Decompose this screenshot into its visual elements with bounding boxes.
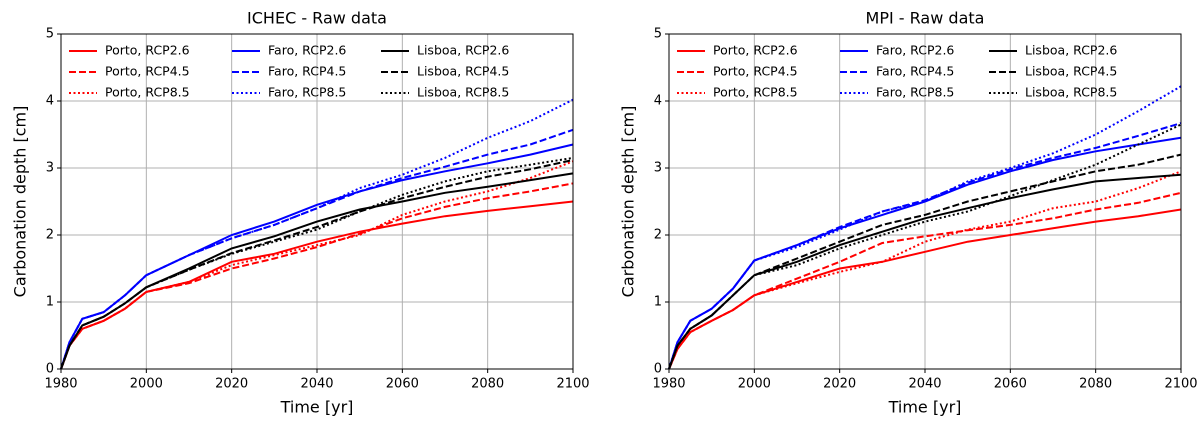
legend: Porto, RCP2.6 Porto, RCP4.5 Porto, RCP8.5 F… [69,43,509,100]
series-line [60,156,574,370]
legend-label: Faro, RCP4.5 [876,64,954,79]
legend-label: Porto, RCP8.5 [713,85,798,100]
series-line [60,160,574,370]
y-tick-label: 5 [46,27,54,42]
legend-label: Porto, RCP2.6 [713,43,798,58]
series-line [60,98,574,370]
x-axis-label: Time [yr] [280,398,354,417]
plot-frame [668,33,1182,370]
y-tick-label: 1 [654,295,662,310]
series-line [668,153,1182,370]
y-tick-label: 3 [654,161,662,176]
legend-label: Lisboa, RCP8.5 [1025,85,1117,100]
x-tick-label: 1980 [44,377,77,392]
y-tick-label: 0 [46,362,54,377]
y-tick-label: 3 [46,161,54,176]
x-tick-label: 2040 [908,377,941,392]
y-tick-label: 2 [654,228,662,243]
x-tick-label: 2040 [300,377,333,392]
chart: 0 1 2 3 4 5 1980 2000 2020 2040 2060 2080 2100 MPI - … [619,9,1198,417]
x-axis-label: Time [yr] [888,398,962,417]
x-tick-label: 2100 [556,377,589,392]
series-line [60,182,574,370]
series-line [668,123,1182,370]
legend-label: Lisboa, RCP2.6 [1025,43,1117,58]
chart-title: ICHEC - Raw data [247,9,387,28]
x-tick-label: 2060 [386,377,419,392]
y-tick-label: 2 [46,228,54,243]
x-tick-label: 1980 [652,377,685,392]
x-tick-label: 2060 [994,377,1027,392]
y-tick-label: 1 [46,295,54,310]
y-tick-label: 4 [654,94,662,109]
x-tick-label: 2000 [738,377,771,392]
y-axis-label: Carbonation depth [cm] [619,106,638,298]
legend-label: Lisboa, RCP2.6 [417,43,509,58]
y-tick-label: 0 [654,362,662,377]
legend-label: Faro, RCP4.5 [268,64,346,79]
x-tick-label: 2080 [1079,377,1112,392]
x-tick-label: 2080 [471,377,504,392]
y-tick-label: 5 [654,27,662,42]
legend-label: Porto, RCP4.5 [105,64,190,79]
chart-title: MPI - Raw data [866,9,985,28]
series-line [668,170,1182,370]
plot-frame [60,33,574,370]
x-tick-label: 2100 [1164,377,1197,392]
legend-label: Faro, RCP8.5 [268,85,346,100]
legend-label: Lisboa, RCP4.5 [1025,64,1117,79]
series-line [668,122,1182,370]
legend-label: Faro, RCP2.6 [876,43,954,58]
series-line [60,128,574,370]
x-tick-label: 2020 [215,377,248,392]
legend-label: Faro, RCP2.6 [268,43,346,58]
legend-label: Lisboa, RCP8.5 [417,85,509,100]
legend-label: Porto, RCP2.6 [105,43,190,58]
legend-label: Faro, RCP8.5 [876,85,954,100]
x-tick-label: 2000 [130,377,163,392]
x-tick-label: 2020 [823,377,856,392]
y-tick-label: 4 [46,94,54,109]
legend-label: Lisboa, RCP4.5 [417,64,509,79]
chart: 0 1 2 3 4 5 1980 2000 2020 2040 2060 2080 2100 ICHEC … [11,9,590,417]
y-axis-label: Carbonation depth [cm] [11,106,30,298]
legend: Porto, RCP2.6 Porto, RCP4.5 Porto, RCP8.5 F… [677,43,1117,100]
series-line [60,200,574,370]
legend-label: Porto, RCP8.5 [105,85,190,100]
legend-label: Porto, RCP4.5 [713,64,798,79]
